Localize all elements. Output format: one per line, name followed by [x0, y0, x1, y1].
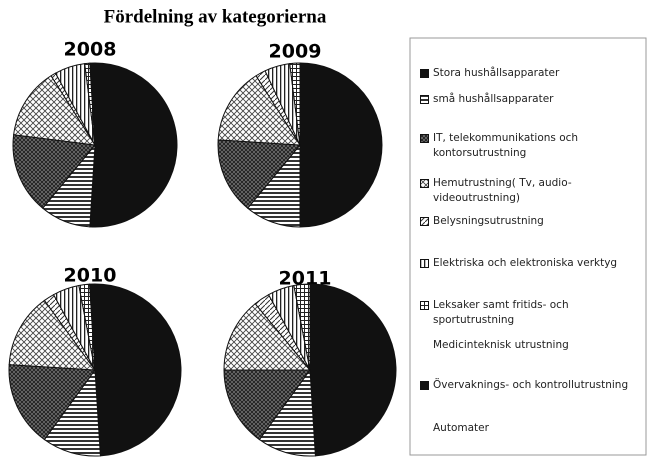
legend-swatch [420, 69, 429, 78]
pie-slice [13, 75, 96, 146]
pie-slice [217, 139, 302, 209]
legend-swatch-fill [420, 95, 429, 104]
legend-entry: IT, telekommunikations och kontorsutrust… [420, 131, 635, 161]
legend-swatch-fill [420, 259, 429, 268]
legend-entry: små hushållsapparater [420, 92, 635, 107]
pie-slice [8, 364, 96, 441]
legend-label: Medicinteknisk utrustning [433, 339, 569, 351]
legend-label: Stora hushållsapparater [433, 67, 560, 79]
pie-slice [89, 283, 96, 371]
pie-slice [12, 134, 96, 209]
legend-swatch [420, 301, 429, 310]
pie-slice [89, 62, 96, 146]
legend-swatch [420, 259, 429, 268]
legend-label: små hushållsapparater [433, 93, 554, 105]
legend-label: IT, telekommunikations och kontorsutrust… [433, 132, 579, 159]
legend-label: Automater [433, 422, 489, 434]
legend-swatch-fill [420, 217, 429, 226]
legend-entry: Stora hushållsapparater [420, 66, 635, 81]
legend-entry: Medicinteknisk utrustning [420, 338, 635, 353]
legend-entry: Elektriska och elektroniska verktyg [420, 256, 635, 271]
legend-label: Belysningsutrustning [433, 215, 544, 227]
pie-slice [299, 62, 383, 228]
pie-slice [94, 283, 182, 457]
chart-title: Fördelning av kategorierna [104, 6, 327, 27]
legend-box [409, 37, 647, 456]
legend-entry: Belysningsutrustning [420, 214, 635, 229]
legend-swatch-fill [420, 134, 429, 143]
legend-swatch-fill [420, 301, 429, 310]
legend-label: Leksaker samt fritids- och sportutrustni… [433, 299, 569, 326]
legend-entry: Hemutrustning( Tv, audio-videoutrustning… [420, 176, 635, 206]
legend-entry: Övervaknings- och kontrollutrustning [420, 378, 635, 393]
legend-swatch [420, 217, 429, 226]
pie-title: 2010 [64, 265, 117, 287]
legend-swatch [420, 341, 430, 351]
pie-slice [293, 283, 311, 371]
legend-entry: Automater [420, 421, 635, 436]
legend-swatch [420, 179, 429, 188]
legend-swatch [420, 381, 429, 390]
legend-label: Hemutrustning( Tv, audio-videoutrustning… [433, 177, 572, 204]
pie-slice [309, 283, 397, 457]
legend-swatch [420, 95, 429, 104]
legend-swatch [420, 134, 429, 143]
legend-label: Övervaknings- och kontrollutrustning [433, 379, 629, 391]
legend-swatch-fill [420, 179, 429, 188]
legend-swatch-fill [420, 381, 429, 390]
pie-slice [289, 62, 301, 146]
pie-slice [89, 62, 178, 228]
pie-title: 2009 [269, 41, 322, 63]
pie-slice [8, 299, 97, 371]
legend-swatch [420, 424, 430, 434]
pie-slice [223, 303, 312, 371]
legend-swatch-fill [420, 69, 429, 78]
legend-label: Elektriska och elektroniska verktyg [433, 257, 618, 269]
pie-slice [223, 369, 311, 441]
legend-entry: Leksaker samt fritids- och sportutrustni… [420, 298, 635, 328]
pie-title: 2008 [64, 39, 117, 61]
pie-slice [217, 75, 301, 146]
